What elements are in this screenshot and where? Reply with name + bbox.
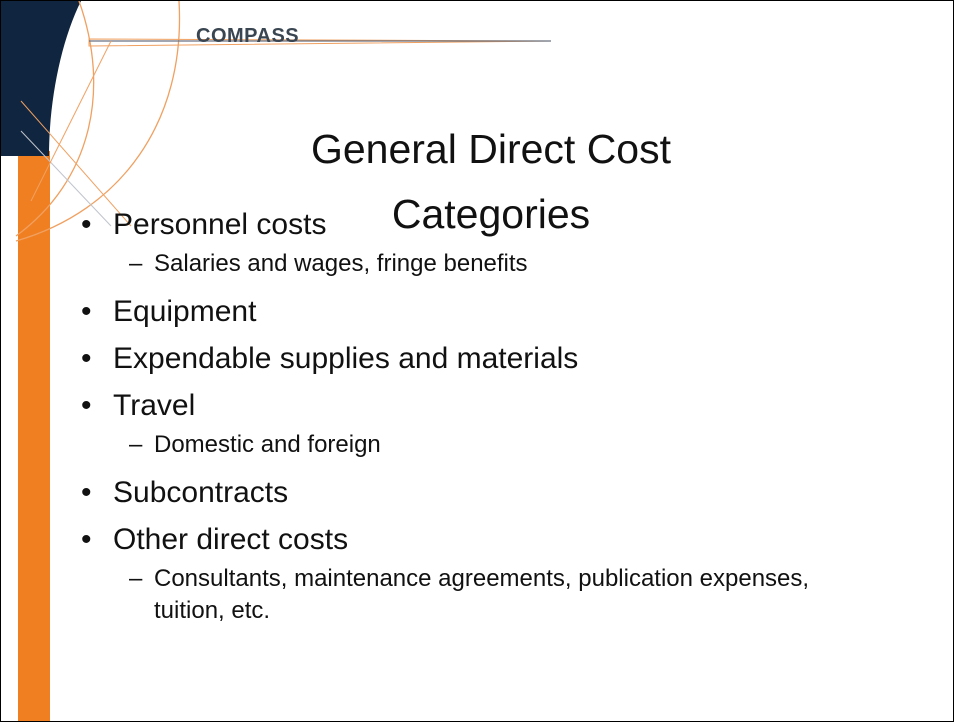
bullet: Subcontracts [81, 469, 901, 516]
sub-bullet: – Consultants, maintenance agreements, pu… [81, 563, 834, 627]
sub-bullet-text: Salaries and wages, fringe benefits [154, 250, 528, 277]
dash: – [129, 250, 143, 277]
orange-bar [18, 151, 50, 721]
bullet: Equipment [81, 288, 901, 335]
sub-bullet-text: Consultants, maintenance agreements, pub… [154, 565, 810, 624]
bullet: Other direct costs [81, 516, 901, 563]
sub-bullet-text: Domestic and foreign [154, 431, 381, 458]
dash: – [129, 431, 143, 458]
title-line: General Direct Cost [310, 126, 671, 172]
navy-shape [1, 1, 81, 156]
sub-bullet: – Salaries and wages, fringe benefits [81, 248, 834, 280]
dash: – [129, 565, 143, 592]
logo: COMPASS [196, 25, 300, 47]
bullet: Travel [81, 382, 901, 429]
sub-bullet: – Domestic and foreign [81, 429, 834, 461]
bullet: Expendable supplies and materials [81, 335, 901, 382]
bullet: Personnel costs [81, 201, 901, 248]
bullet-list: Personnel costs–Salaries and wages, frin… [81, 201, 901, 635]
